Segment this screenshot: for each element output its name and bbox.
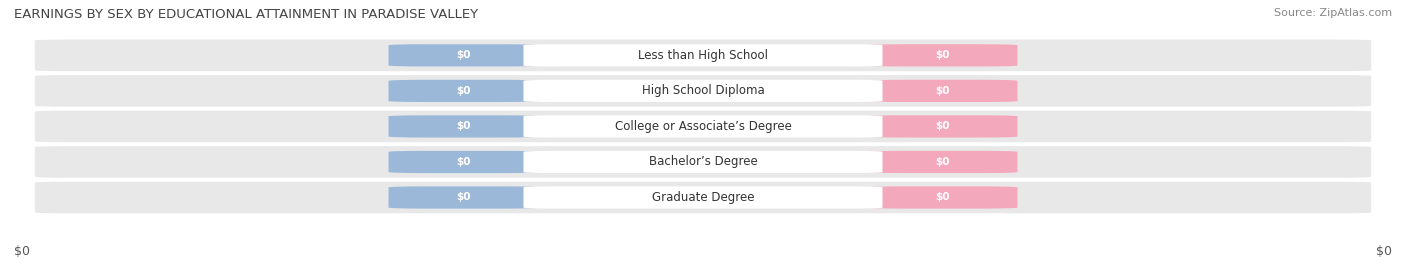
- Text: $0: $0: [456, 193, 471, 203]
- FancyBboxPatch shape: [35, 146, 1371, 178]
- Text: Source: ZipAtlas.com: Source: ZipAtlas.com: [1274, 8, 1392, 18]
- Text: $0: $0: [456, 50, 471, 60]
- FancyBboxPatch shape: [35, 40, 1371, 71]
- FancyBboxPatch shape: [388, 80, 538, 102]
- FancyBboxPatch shape: [868, 115, 1018, 137]
- FancyBboxPatch shape: [868, 80, 1018, 102]
- Text: $0: $0: [1376, 245, 1392, 258]
- FancyBboxPatch shape: [868, 44, 1018, 66]
- Text: Less than High School: Less than High School: [638, 49, 768, 62]
- Text: $0: $0: [456, 86, 471, 96]
- FancyBboxPatch shape: [868, 186, 1018, 208]
- Text: $0: $0: [935, 121, 950, 132]
- FancyBboxPatch shape: [523, 151, 883, 173]
- FancyBboxPatch shape: [388, 115, 538, 137]
- FancyBboxPatch shape: [523, 44, 883, 66]
- FancyBboxPatch shape: [388, 151, 538, 173]
- FancyBboxPatch shape: [35, 111, 1371, 142]
- FancyBboxPatch shape: [388, 186, 538, 208]
- Text: Bachelor’s Degree: Bachelor’s Degree: [648, 155, 758, 168]
- Text: Graduate Degree: Graduate Degree: [652, 191, 754, 204]
- FancyBboxPatch shape: [523, 80, 883, 102]
- Text: $0: $0: [14, 245, 30, 258]
- Text: High School Diploma: High School Diploma: [641, 84, 765, 97]
- Text: $0: $0: [456, 121, 471, 132]
- FancyBboxPatch shape: [868, 151, 1018, 173]
- Text: $0: $0: [935, 157, 950, 167]
- Text: $0: $0: [456, 157, 471, 167]
- Text: $0: $0: [935, 50, 950, 60]
- Text: $0: $0: [935, 193, 950, 203]
- Text: EARNINGS BY SEX BY EDUCATIONAL ATTAINMENT IN PARADISE VALLEY: EARNINGS BY SEX BY EDUCATIONAL ATTAINMEN…: [14, 8, 478, 21]
- FancyBboxPatch shape: [35, 75, 1371, 107]
- FancyBboxPatch shape: [523, 186, 883, 208]
- Text: $0: $0: [935, 86, 950, 96]
- FancyBboxPatch shape: [35, 182, 1371, 213]
- Text: College or Associate’s Degree: College or Associate’s Degree: [614, 120, 792, 133]
- FancyBboxPatch shape: [388, 44, 538, 66]
- FancyBboxPatch shape: [523, 115, 883, 137]
